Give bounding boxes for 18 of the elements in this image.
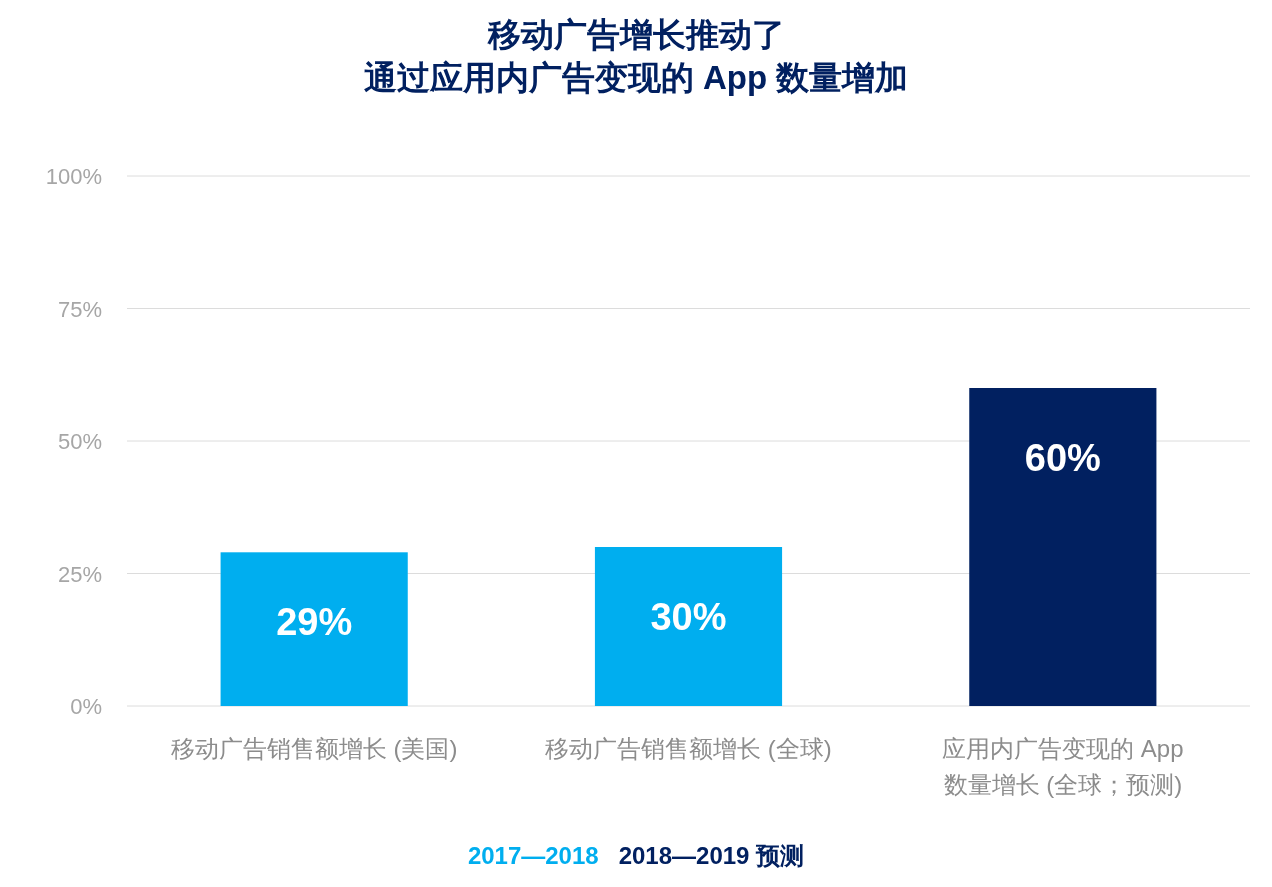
chart-subtitle: 通过应用内广告变现的 App 数量增加 — [363, 59, 909, 96]
text: 60% — [1024, 437, 1101, 479]
x-tick-label: 移动广告销售额增长 (全球) — [545, 735, 832, 762]
text: 2017—2018 — [467, 842, 599, 869]
chart-title: 移动广告增长推动了 — [486, 16, 785, 53]
y-tick-label: 100% — [45, 164, 102, 189]
bar — [969, 388, 1157, 706]
y-tick-label: 0% — [70, 694, 102, 719]
text: 2018—2019 预测 — [618, 842, 805, 869]
text: 29% — [276, 601, 353, 644]
x-tick-label: 移动广告销售额增长 (美国) — [170, 735, 458, 762]
y-tick-label: 25% — [57, 561, 102, 587]
bar — [220, 552, 408, 706]
y-tick-label: 75% — [57, 296, 102, 322]
bar — [594, 547, 783, 706]
text: 30% — [650, 596, 727, 638]
x-tick-label: 应用内广告变现的 App 数量增长 (全球；预测) — [942, 735, 1184, 798]
y-tick-label: 50% — [57, 429, 102, 454]
